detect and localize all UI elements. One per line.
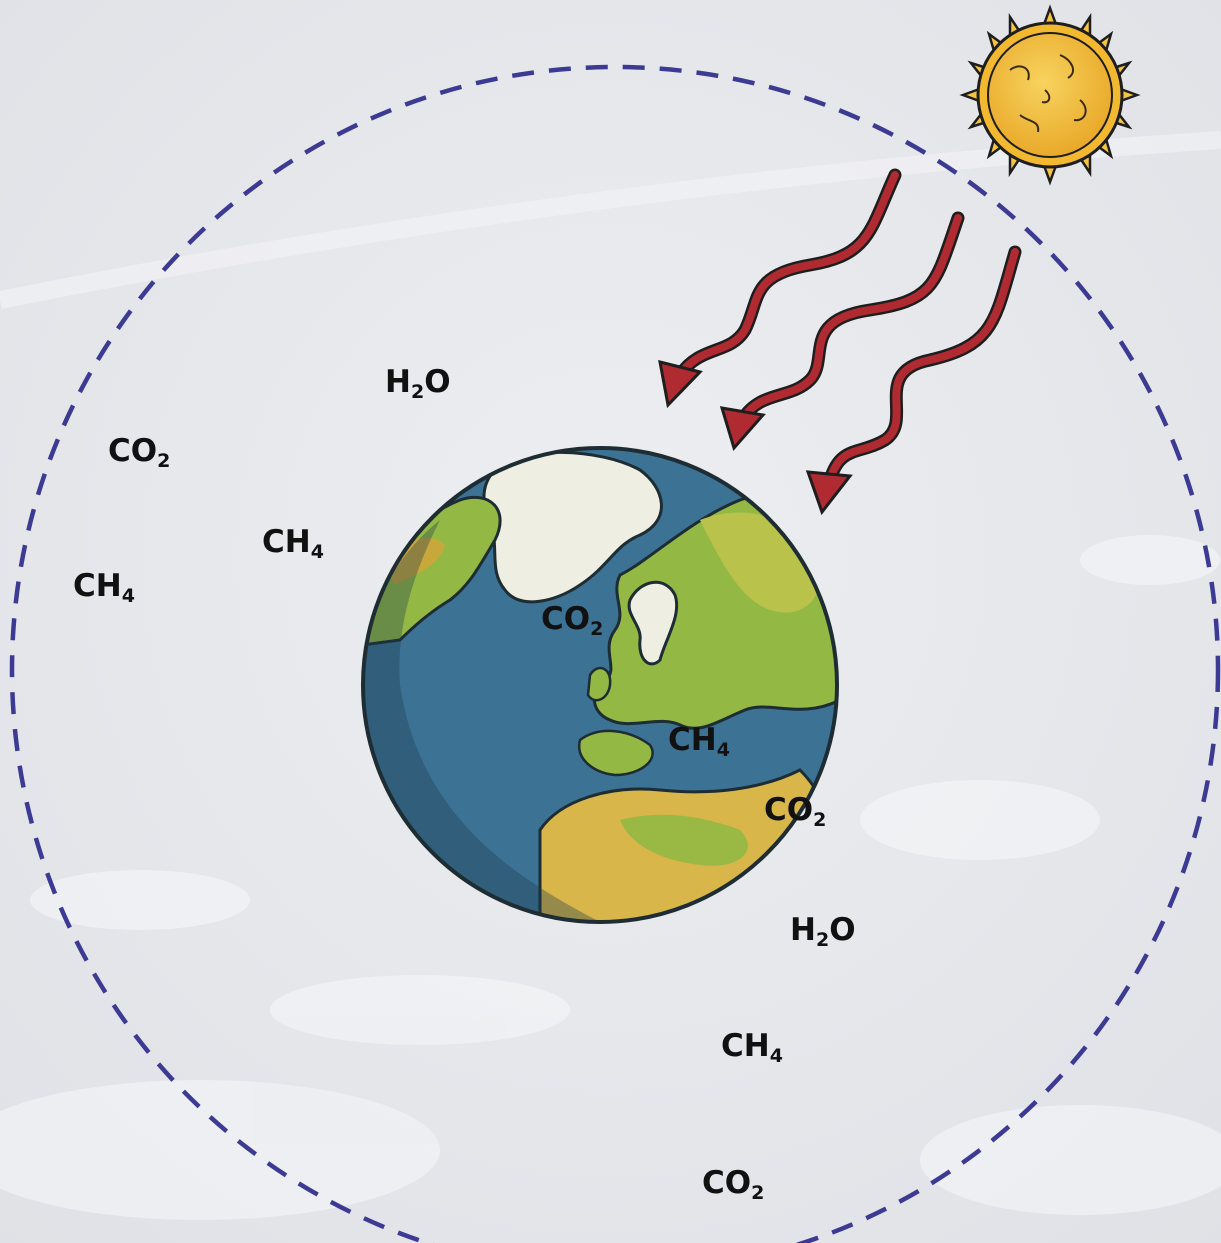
earth-globe-icon [361, 446, 839, 924]
wavy-arrow-icon [658, 168, 902, 409]
molecule-label: H2O [385, 364, 451, 403]
molecule-label: CH4 [668, 722, 730, 761]
molecule-label: CO2 [541, 601, 604, 640]
city-lights-texture [0, 535, 1221, 1220]
atmosphere-boundary [9, 64, 1221, 1243]
wavy-arrow-icon [805, 245, 1022, 516]
molecule-label: CH4 [262, 524, 324, 563]
molecule-label: CH4 [73, 568, 135, 607]
sun-icon [959, 4, 1141, 186]
molecule-label: CO2 [702, 1165, 765, 1204]
molecule-label: CO2 [108, 433, 171, 472]
molecule-label: CH4 [721, 1028, 783, 1067]
molecule-label: CO2 [764, 792, 827, 831]
wavy-arrow-icon [719, 211, 965, 452]
molecule-label: H2O [790, 912, 856, 951]
solar-radiation-arrows [658, 168, 1022, 516]
